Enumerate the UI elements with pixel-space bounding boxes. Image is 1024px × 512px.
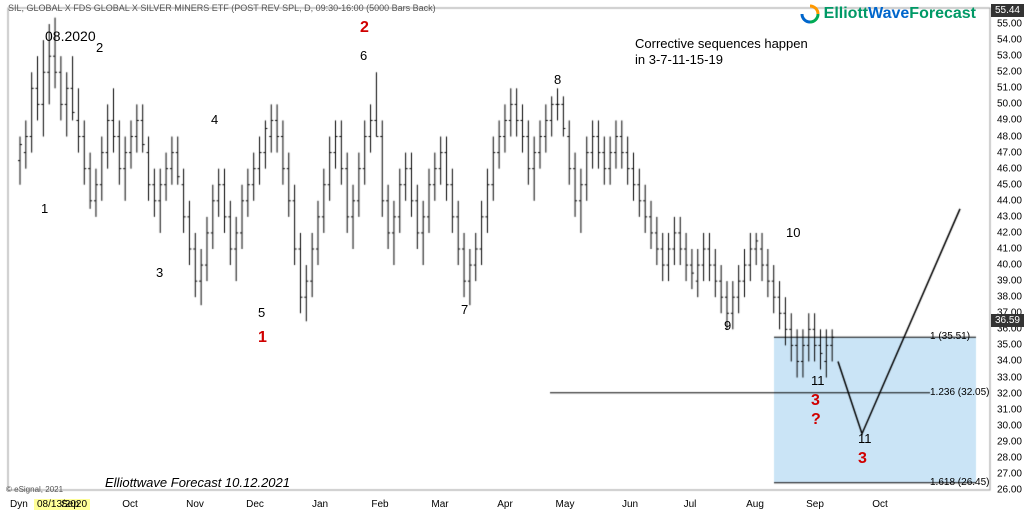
wave-label: 9 [724,318,731,333]
wave-label: 8 [554,72,561,87]
fib-label: 1.236 (32.05) [930,387,990,398]
y-tick: 35.00 [997,340,1022,351]
x-tick: Aug [746,499,764,510]
wave-label: 7 [461,302,468,317]
wave-label: 3 [811,392,820,410]
x-tick: Feb [371,499,388,510]
x-tick: Oct [872,499,888,510]
y-tick: 38.00 [997,292,1022,303]
x-tick: Apr [497,499,513,510]
corrective-text-line1: Corrective sequences happen [635,36,808,51]
x-tick: Nov [186,499,204,510]
y-tick: 49.00 [997,115,1022,126]
y-tick: 51.00 [997,83,1022,94]
y-tick: 50.00 [997,99,1022,110]
wave-label: 2 [360,19,369,37]
y-tick: 44.00 [997,195,1022,206]
wave-label: 3 [156,265,163,280]
y-tick: 54.00 [997,35,1022,46]
brand-logo: Elliott Wave Forecast [800,4,976,24]
y-tick: 43.00 [997,211,1022,222]
y-tick: 31.00 [997,404,1022,415]
wave-label: ? [811,411,821,429]
y-tick: 26.00 [997,485,1022,496]
wave-label: 2 [96,40,103,55]
x-tick: Sep [806,499,824,510]
y-tick: 29.00 [997,436,1022,447]
x-tick: Jul [684,499,697,510]
price-badge-current: 36.59 [991,314,1024,327]
brand-text-3: Forecast [909,5,976,23]
x-tick: Sep [61,499,79,510]
wave-label: 10 [786,225,800,240]
wave-label: 6 [360,48,367,63]
fib-label: 1.618 (26.45) [930,477,990,488]
x-tick: Dec [246,499,264,510]
dyn-label: Dyn [10,499,28,510]
x-tick: Oct [122,499,138,510]
corrective-text-line2: in 3-7-11-15-19 [635,52,723,67]
x-tick: Jun [622,499,638,510]
x-tick: May [556,499,575,510]
y-tick: 42.00 [997,227,1022,238]
y-tick: 52.00 [997,67,1022,78]
y-tick: 48.00 [997,131,1022,142]
y-tick: 40.00 [997,260,1022,271]
y-tick: 33.00 [997,372,1022,383]
y-tick: 53.00 [997,51,1022,62]
wave-label: 11 [811,373,825,388]
copyright: © eSignal, 2021 [6,485,63,494]
y-tick: 55.00 [997,19,1022,30]
y-tick: 28.00 [997,452,1022,463]
x-tick: Mar [431,499,448,510]
y-tick: 34.00 [997,356,1022,367]
y-tick: 47.00 [997,147,1022,158]
y-tick: 45.00 [997,179,1022,190]
brand-text-2: Wave [868,5,909,23]
fib-label: 1 (35.51) [930,331,970,342]
footer-credit: Elliottwave Forecast 10.12.2021 [105,475,290,490]
price-badge-top: 55.44 [991,4,1024,17]
x-tick: Jan [312,499,328,510]
brand-text-1: Elliott [824,5,868,23]
brand-logo-icon [800,4,820,24]
wave-label: 11 [858,431,872,446]
y-tick: 27.00 [997,468,1022,479]
wave-label: 4 [211,112,218,127]
y-tick: 30.00 [997,420,1022,431]
y-tick: 39.00 [997,276,1022,287]
y-tick: 32.00 [997,388,1022,399]
y-tick: 46.00 [997,163,1022,174]
wave-label: 1 [258,329,267,347]
wave-label: 5 [258,305,265,320]
wave-label: 3 [858,450,867,468]
ticker-header: SIL, GLOBAL X FDS GLOBAL X SILVER MINERS… [8,3,436,13]
chart-container: SIL, GLOBAL X FDS GLOBAL X SILVER MINERS… [0,0,1024,512]
y-tick: 41.00 [997,244,1022,255]
wave-label: 1 [41,201,48,216]
date-top-annotation: 08.2020 [45,28,96,44]
